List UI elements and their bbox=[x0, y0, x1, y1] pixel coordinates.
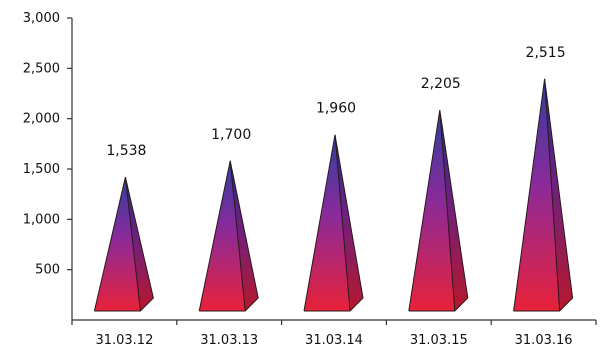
pyramid-edge bbox=[124, 177, 141, 312]
data-label: 2,205 bbox=[421, 76, 461, 92]
pyramid-bar bbox=[93, 177, 154, 312]
pyramid-outline bbox=[303, 134, 364, 312]
x-category-label: 31.03.15 bbox=[410, 333, 468, 348]
y-tick-label: 1,500 bbox=[23, 162, 60, 177]
data-label: 2,515 bbox=[526, 45, 566, 61]
x-category-label: 31.03.16 bbox=[515, 333, 573, 348]
x-axis-ticks bbox=[71, 320, 597, 325]
pyramid-bar bbox=[408, 109, 469, 312]
x-category-label: 31.03.12 bbox=[95, 333, 153, 348]
data-labels: 1,538 1,700 1,960 2,205 2,515 bbox=[106, 45, 565, 159]
pyramid-outline bbox=[513, 78, 574, 312]
category-labels: 31.03.12 31.03.13 31.03.14 31.03.15 31.03.16 bbox=[95, 333, 572, 348]
y-tick-label: 2,500 bbox=[23, 61, 60, 76]
pyramid-outline bbox=[408, 109, 469, 312]
pyramid-edge bbox=[229, 160, 246, 312]
pyramid-bar bbox=[303, 134, 364, 312]
pyramid-edge bbox=[439, 109, 456, 312]
data-label: 1,700 bbox=[211, 127, 251, 143]
pyramid-outline bbox=[93, 177, 154, 312]
pyramid-edge bbox=[544, 78, 561, 312]
y-tick-label: 1,000 bbox=[23, 212, 60, 227]
y-tick-label: 500 bbox=[35, 263, 60, 278]
pyramid-side-face bbox=[335, 134, 363, 311]
pyramid-side-face bbox=[230, 160, 259, 311]
bars-group bbox=[93, 78, 574, 312]
data-label: 1,538 bbox=[106, 143, 146, 159]
data-label: 1,960 bbox=[316, 101, 356, 117]
pyramid-edge bbox=[334, 134, 351, 312]
pyramid-bar bbox=[198, 160, 259, 312]
pyramid-bar bbox=[513, 78, 574, 312]
y-tick-label: 3,000 bbox=[23, 11, 60, 26]
y-axis-ticks: 500 1,000 1,500 2,000 2,500 3,000 bbox=[23, 11, 72, 278]
y-tick-label: 2,000 bbox=[23, 112, 60, 127]
x-category-label: 31.03.14 bbox=[305, 333, 363, 348]
pyramid-outline bbox=[198, 160, 259, 312]
pyramid-side-face bbox=[125, 177, 154, 311]
x-category-label: 31.03.13 bbox=[200, 333, 258, 348]
